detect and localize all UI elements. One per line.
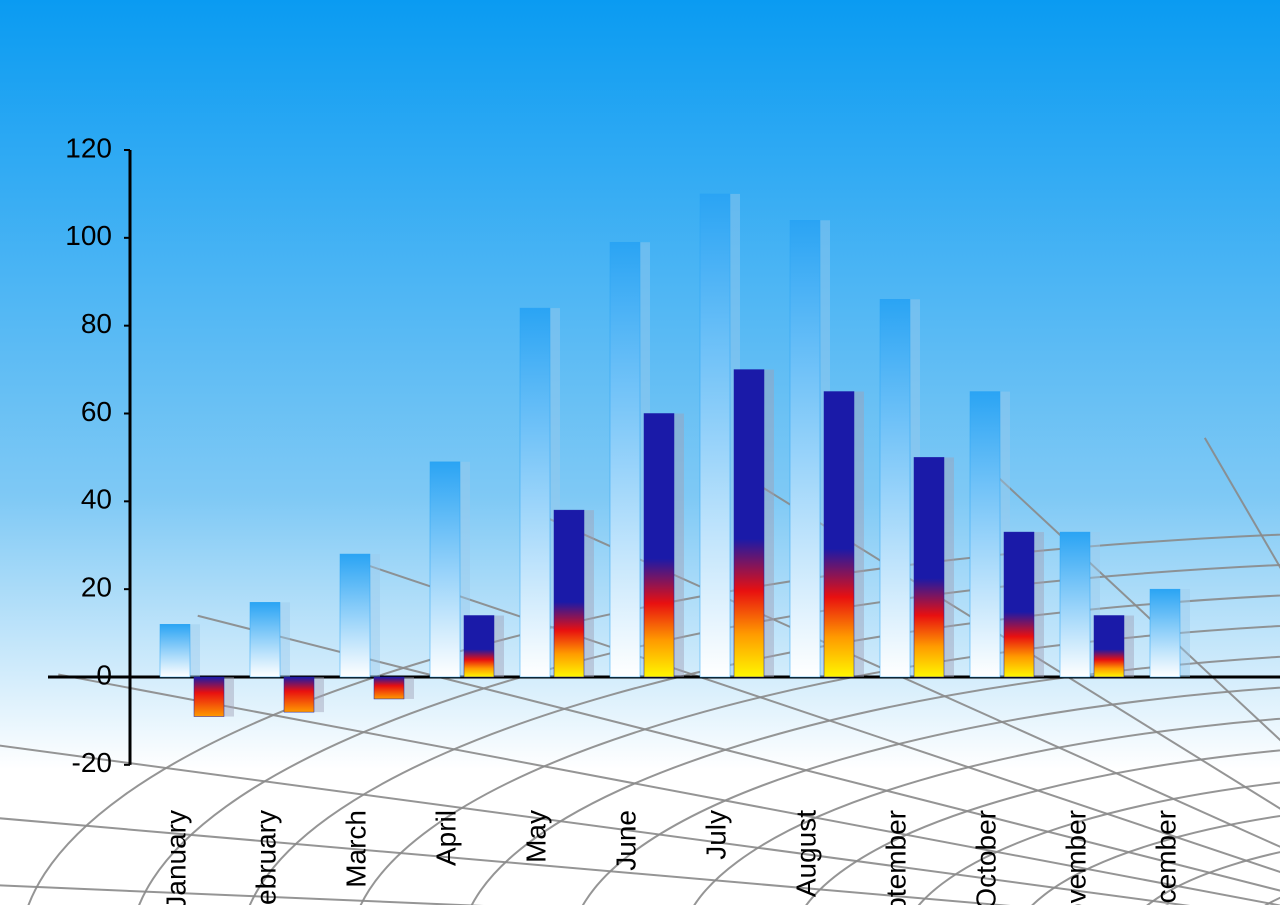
bar-series1 xyxy=(1150,589,1180,677)
bar-series1 xyxy=(520,308,550,677)
bar-series2 xyxy=(554,510,584,677)
bar-series1 xyxy=(1060,532,1090,677)
x-label-august: August xyxy=(790,810,821,897)
x-label-april: April xyxy=(430,810,461,866)
x-label-november: November xyxy=(1060,810,1091,905)
bar-series2 xyxy=(1004,532,1034,677)
bar-series1 xyxy=(250,602,280,677)
x-label-september: September xyxy=(880,810,911,905)
bar-series1 xyxy=(610,242,640,677)
monthly-bar-chart: -20 0 20 40 60 80 100 120 January February March A… xyxy=(0,0,1280,905)
bar-series1 xyxy=(160,624,190,677)
bar-series2 xyxy=(914,457,944,677)
bar-series2 xyxy=(824,392,854,677)
x-label-march: March xyxy=(340,810,371,888)
bar-series2 xyxy=(194,677,224,717)
x-label-february: February xyxy=(250,810,281,905)
bar-series1 xyxy=(790,220,820,677)
bar-series2 xyxy=(734,370,764,677)
x-label-june: June xyxy=(610,810,641,871)
x-label-may: May xyxy=(520,810,551,863)
bar-series2 xyxy=(464,616,494,677)
y-tick--20: -20 xyxy=(72,747,112,778)
bar-series1 xyxy=(340,554,370,677)
x-label-december: December xyxy=(1150,810,1181,905)
bar-series2 xyxy=(284,677,314,712)
y-tick-120: 120 xyxy=(65,132,112,163)
x-label-october: October xyxy=(970,810,1001,905)
y-tick-20: 20 xyxy=(81,572,112,603)
bar-series1 xyxy=(880,299,910,677)
bar-series2 xyxy=(374,677,404,699)
chart-container: { "chart": { "type": "bar", "width": 128… xyxy=(0,0,1280,905)
bar-series2 xyxy=(644,414,674,678)
bar-series2 xyxy=(1094,616,1124,677)
x-label-july: July xyxy=(700,810,731,860)
y-tick-60: 60 xyxy=(81,396,112,427)
y-tick-100: 100 xyxy=(65,220,112,251)
x-label-january: January xyxy=(160,810,191,905)
y-tick-0: 0 xyxy=(96,659,112,690)
y-tick-40: 40 xyxy=(81,484,112,515)
bar-series1 xyxy=(970,392,1000,677)
bar-series1 xyxy=(430,462,460,677)
bar-series1 xyxy=(700,194,730,677)
y-tick-80: 80 xyxy=(81,308,112,339)
